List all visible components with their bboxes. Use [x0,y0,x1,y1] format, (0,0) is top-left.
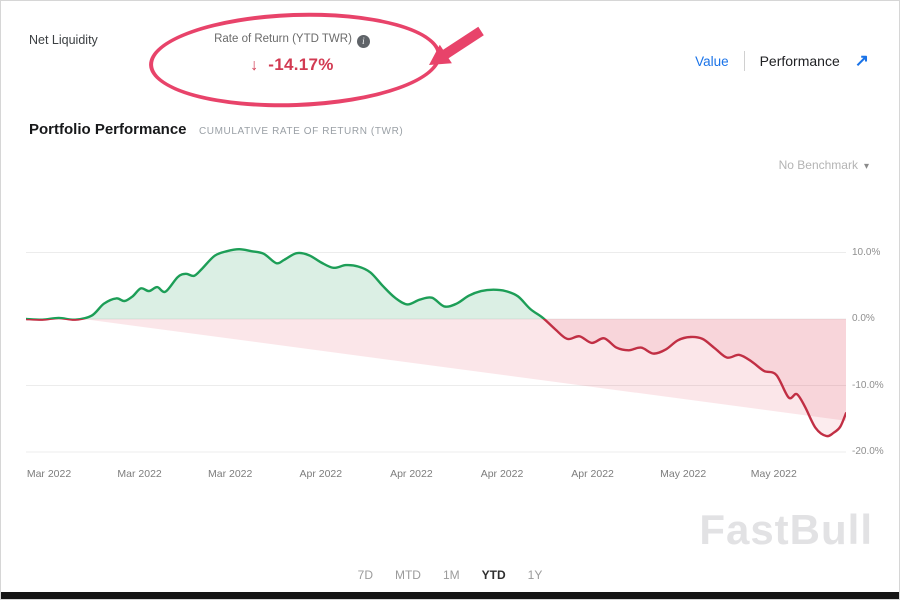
performance-tab[interactable]: Performance [759,53,840,69]
performance-chart [26,247,846,453]
y-axis-tick-label: 0.0% [852,313,875,324]
y-axis-labels: 10.0% 0.0% -10.0% -20.0% [850,196,898,461]
external-link-arrow-icon[interactable]: ↗ [854,51,869,70]
page-subtitle: CUMULATIVE RATE OF RETURN (TWR) [198,126,404,137]
benchmark-dropdown[interactable]: No Benchmark ▾ [779,158,869,172]
time-range-option-mtd[interactable]: MTD [394,568,421,582]
bottom-bar [1,592,899,599]
y-axis-tick-label: 10.0% [852,246,881,258]
x-axis-tick-label: Mar 2022 [26,468,72,480]
x-axis-labels: Mar 2022 Mar 2022 Mar 2022 Apr 2022 Apr 2022… [26,468,846,484]
x-axis-tick-label: Mar 2022 [208,468,253,480]
x-axis-tick-label: Apr 2022 [390,468,433,480]
time-range-option-1y[interactable]: 1Y [527,568,543,582]
time-range-option-1m[interactable]: 1M [442,568,460,582]
benchmark-label: No Benchmark [778,158,858,172]
net-liquidity-label: Net Liquidity [29,33,98,47]
time-range-option-7d[interactable]: 7D [357,568,373,582]
rate-of-return-metric: Rate of Return (YTD TWR) i ↓ -14.17% [164,29,420,75]
rate-of-return-value: -14.17% [268,55,334,74]
value-tab[interactable]: Value [695,53,729,69]
x-axis-tick-label: Apr 2022 [571,468,614,480]
y-axis-tick-label: -10.0% [852,379,884,391]
toggle-divider [743,51,745,71]
page-title: Portfolio Performance [29,121,187,138]
x-axis-tick-label: Mar 2022 [117,468,162,480]
y-axis-tick-label: -20.0% [852,446,884,457]
section-title-row: Portfolio Performance CUMULATIVE RATE OF… [29,121,403,139]
view-toggle: Value Performance ↗ [695,51,869,71]
chevron-down-icon: ▾ [863,161,869,172]
x-axis-tick-label: Apr 2022 [299,468,343,480]
x-axis-tick-label: Apr 2022 [480,468,524,480]
x-axis-tick-label: May 2022 [660,468,707,480]
metric-label: Rate of Return (YTD TWR) [214,33,352,45]
watermark: FastBull [699,506,873,553]
time-range-option-ytd[interactable]: YTD [481,568,506,582]
x-axis-tick-label: May 2022 [750,468,797,480]
highlight-arrow-annotation [429,26,484,65]
down-arrow-icon: ↓ [250,57,259,74]
info-icon[interactable]: i [356,35,370,48]
time-range-selector: 7D MTD 1M YTD 1Y [1,566,899,584]
